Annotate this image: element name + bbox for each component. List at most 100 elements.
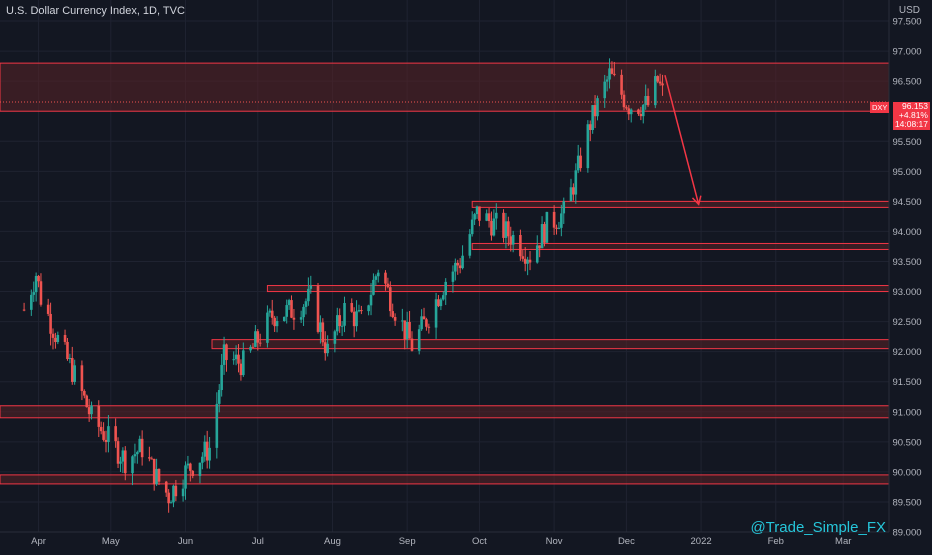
candle-body: [552, 211, 556, 228]
projection-line: [664, 74, 700, 205]
candle-body: [511, 235, 515, 245]
candle-body: [169, 502, 173, 504]
candle-body: [198, 462, 202, 476]
candle-body: [102, 431, 105, 440]
candle-body: [181, 488, 185, 497]
candle-body: [374, 276, 378, 280]
candle-body: [468, 234, 472, 256]
support-resistance-zones: [0, 62, 890, 485]
candle-body: [140, 438, 144, 458]
candle-body: [538, 245, 541, 249]
candle-body: [167, 492, 170, 504]
candle-body: [309, 285, 313, 289]
candle-body: [321, 322, 325, 343]
candle-body: [504, 221, 508, 238]
x-tick-label: Apr: [31, 536, 46, 547]
candle-body: [184, 465, 187, 489]
candle-body: [523, 258, 527, 264]
candle-body: [234, 354, 238, 360]
candle-body: [256, 331, 260, 343]
candle-body: [56, 334, 60, 343]
candle-body: [148, 457, 151, 459]
candle-body: [268, 310, 272, 313]
candle-body: [150, 458, 154, 460]
y-tick-label: 96.500: [892, 77, 921, 88]
candle-body: [620, 74, 623, 95]
candle-body: [343, 303, 346, 326]
candle-body: [487, 213, 491, 221]
author-watermark: @Trade_Simple_FX: [750, 519, 886, 536]
candle-body: [437, 299, 440, 307]
candle-body: [164, 481, 168, 493]
projection-arrow: [664, 74, 702, 206]
candle-body: [627, 108, 631, 115]
candle-body: [596, 98, 599, 117]
candle-body: [34, 275, 38, 293]
candle-body: [417, 329, 421, 351]
candle-body: [605, 79, 609, 82]
candle-body: [152, 458, 156, 485]
candle-body: [22, 309, 26, 311]
x-tick-label: 2022: [691, 536, 712, 547]
candle-body: [588, 124, 592, 131]
candle-body: [473, 214, 476, 220]
candle-body: [422, 316, 426, 320]
candle-body: [85, 395, 89, 408]
candle-body: [254, 331, 257, 347]
candle-body: [157, 468, 161, 482]
candle-body: [208, 447, 211, 461]
candle-body: [87, 407, 91, 415]
candle-body: [357, 310, 361, 312]
candle-body: [427, 326, 431, 328]
axes: 97.50097.00096.50096.00095.50095.00094.5…: [0, 0, 922, 547]
candle-body: [470, 219, 474, 235]
candle-body: [557, 227, 561, 229]
zone-rect: [0, 62, 890, 112]
candle-body: [629, 109, 633, 115]
candle-body: [562, 201, 566, 214]
candle-body: [237, 354, 240, 364]
candle-body: [641, 104, 645, 117]
candle-body: [104, 439, 108, 443]
candle-body: [658, 81, 662, 84]
x-tick-label: Feb: [768, 536, 784, 547]
candle-body: [352, 311, 356, 327]
candle-body: [232, 359, 235, 361]
candle-body: [461, 255, 464, 269]
candle-body: [603, 81, 607, 99]
candle-body: [519, 235, 522, 257]
candle-body: [555, 227, 558, 229]
candle-body: [478, 206, 481, 221]
candle-body: [608, 68, 611, 80]
candle-body: [63, 334, 67, 342]
candle-body: [73, 365, 76, 382]
candle-body: [335, 315, 339, 332]
candle-body: [401, 320, 404, 322]
candle-body: [494, 212, 498, 219]
y-tick-label: 93.000: [892, 287, 921, 298]
y-tick-label: 90.000: [892, 467, 921, 478]
candle-body: [215, 403, 219, 448]
y-tick-label: 91.500: [892, 377, 921, 388]
x-tick-label: Oct: [472, 536, 487, 547]
candle-body: [266, 312, 269, 343]
x-tick-label: Sep: [399, 536, 416, 547]
candle-body: [292, 317, 296, 320]
candle-body: [205, 441, 209, 461]
candle-body: [54, 337, 57, 343]
last-price-tag: 96.153 +4.81% 14:08:17: [893, 101, 930, 130]
zone-rect: [471, 200, 890, 208]
candle-body: [123, 450, 127, 474]
x-tick-label: Dec: [618, 536, 635, 547]
candle-body: [644, 95, 647, 105]
candle-body: [355, 311, 358, 327]
candle-body: [593, 105, 597, 117]
y-tick-label: 93.500: [892, 257, 921, 268]
candle-body: [439, 299, 443, 307]
candle-body: [68, 358, 72, 360]
candle-body: [83, 390, 86, 396]
y-tick-label: 95.000: [892, 167, 921, 178]
candle-body: [136, 452, 139, 455]
